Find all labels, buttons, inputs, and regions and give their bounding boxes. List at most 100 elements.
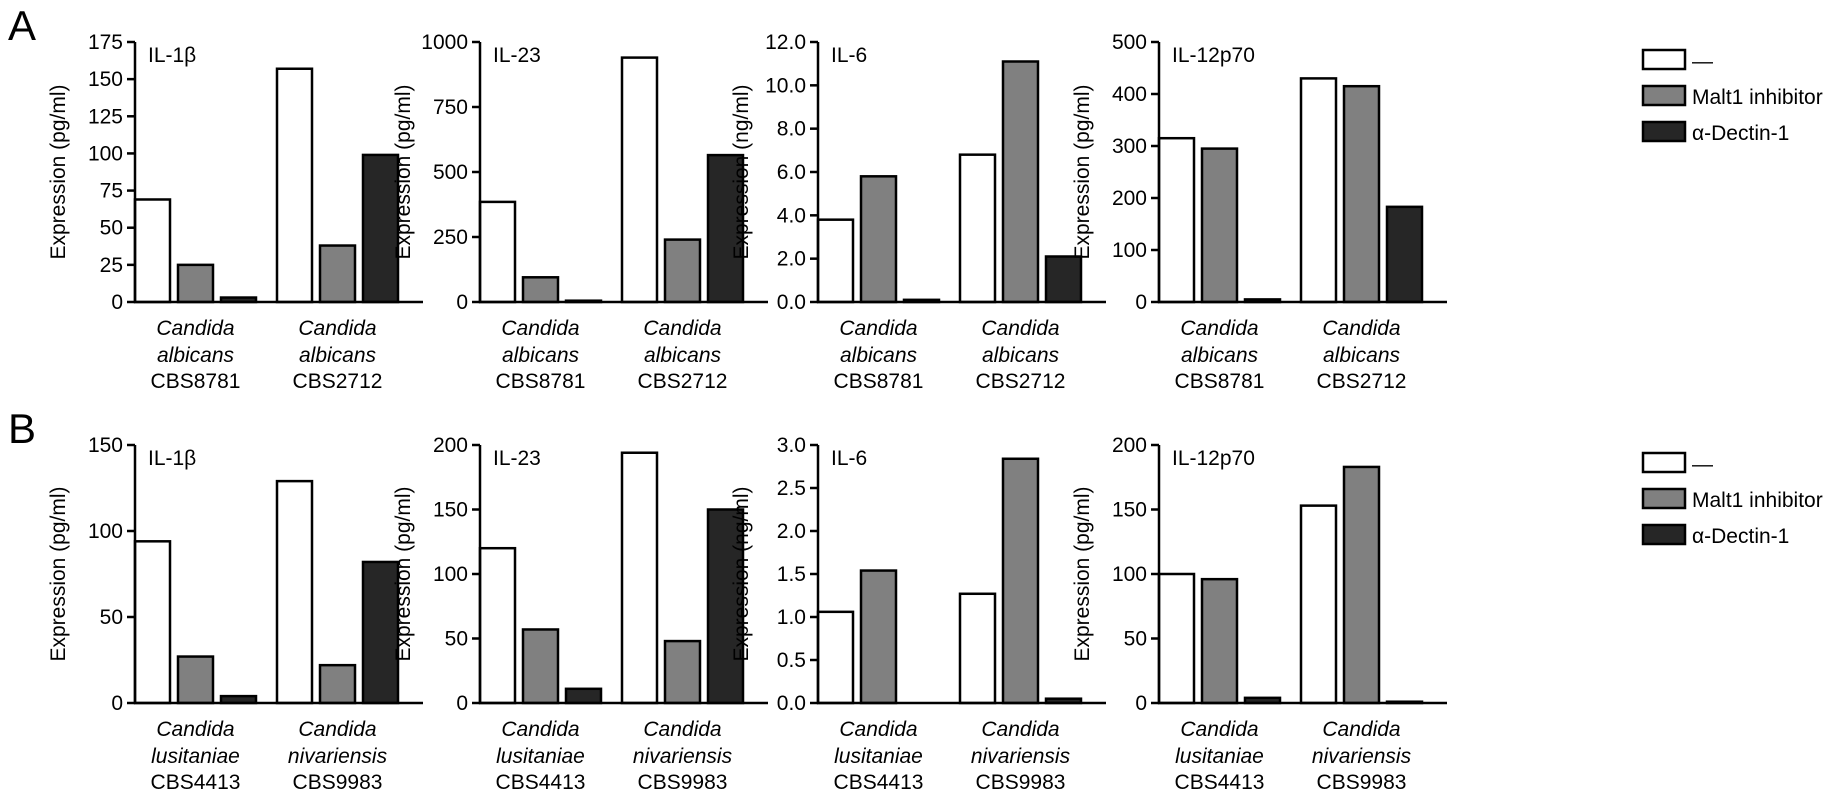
y-axis-label: Expression (pg/ml) bbox=[47, 84, 70, 259]
bar-—-1 bbox=[620, 56, 659, 304]
bar-—-1 bbox=[958, 153, 997, 304]
group-label-strain: CBS9983 bbox=[638, 771, 728, 794]
group-label-species: lusitaniae bbox=[1175, 745, 1264, 768]
group-label-species: nivariensis bbox=[971, 745, 1071, 768]
group-label-genus: Candida bbox=[156, 718, 234, 741]
chart-A-IL-12p70: 0 100 200 300 400 500 Expression (pg/ml) IL-12p… bbox=[1071, 31, 1447, 393]
group-label-species: albicans bbox=[982, 344, 1060, 367]
group-label-strain: CBS2712 bbox=[293, 370, 383, 393]
legend-swatch bbox=[1641, 523, 1687, 546]
bar-malt1-inhibitor-1 bbox=[663, 238, 702, 304]
y-tick-label: 50 bbox=[100, 217, 123, 240]
chart-A-IL-1β: 0 25 50 75 100 125 150 175 Expression (pg/ml) IL-… bbox=[47, 31, 423, 393]
group-label-genus: Candida bbox=[981, 718, 1059, 741]
group-label-strain: CBS4413 bbox=[496, 771, 586, 794]
y-tick-label: 150 bbox=[433, 499, 468, 522]
group-label-genus: Candida bbox=[298, 317, 376, 340]
y-axis-label: Expression (pg/ml) bbox=[1071, 84, 1094, 259]
y-tick-label: 50 bbox=[1124, 628, 1147, 651]
y-tick-label: 750 bbox=[433, 96, 468, 119]
y-tick-label: 200 bbox=[1112, 434, 1147, 457]
bar-—-0 bbox=[1157, 136, 1196, 304]
group-label-genus: Candida bbox=[1180, 718, 1258, 741]
group-label-genus: Candida bbox=[501, 317, 579, 340]
legend-label: Malt1 inhibitor bbox=[1692, 489, 1823, 512]
bar-malt1-inhibitor-1 bbox=[318, 244, 357, 304]
y-tick-label: 2.5 bbox=[777, 477, 806, 500]
group-label-strain: CBS8781 bbox=[1175, 370, 1265, 393]
y-tick-label: 0 bbox=[456, 692, 468, 715]
group-label-genus: Candida bbox=[156, 317, 234, 340]
bar-α-dectin-1-1 bbox=[361, 153, 400, 304]
y-tick-label: 100 bbox=[88, 520, 123, 543]
group-label-species: albicans bbox=[502, 344, 580, 367]
y-tick-label: 75 bbox=[100, 180, 123, 203]
group-label-species: nivariensis bbox=[288, 745, 388, 768]
bar-—-1 bbox=[958, 592, 997, 705]
y-tick-label: 500 bbox=[433, 161, 468, 184]
y-tick-label: 150 bbox=[88, 434, 123, 457]
legend-swatch bbox=[1641, 48, 1687, 71]
bar-—-0 bbox=[816, 610, 855, 705]
y-axis-label: Expression (ng/ml) bbox=[730, 84, 753, 259]
y-tick-label: 175 bbox=[88, 31, 123, 54]
group-label-genus: Candida bbox=[981, 317, 1059, 340]
group-label-strain: CBS2712 bbox=[1317, 370, 1407, 393]
bar-malt1-inhibitor-0 bbox=[1200, 147, 1239, 304]
group-label-genus: Candida bbox=[839, 718, 917, 741]
y-axis-label: Expression (pg/ml) bbox=[392, 84, 415, 259]
group-label-species: albicans bbox=[157, 344, 235, 367]
y-axis-label: Expression (pg/ml) bbox=[47, 486, 70, 661]
bar-α-dectin-1-1 bbox=[361, 560, 400, 705]
panel-label-a: A bbox=[8, 2, 36, 49]
y-tick-label: 50 bbox=[445, 628, 468, 651]
group-label-species: nivariensis bbox=[633, 745, 733, 768]
legend-swatch bbox=[1641, 120, 1687, 143]
group-label-strain: CBS2712 bbox=[976, 370, 1066, 393]
bar-α-dectin-1-1 bbox=[1385, 205, 1424, 304]
y-axis-label: Expression (ng/ml) bbox=[730, 486, 753, 661]
group-label-strain: CBS2712 bbox=[638, 370, 728, 393]
y-tick-label: 200 bbox=[1112, 187, 1147, 210]
group-label-strain: CBS8781 bbox=[834, 370, 924, 393]
y-tick-label: 6.0 bbox=[777, 161, 806, 184]
y-tick-label: 0 bbox=[111, 291, 123, 314]
charts: 0 25 50 75 100 125 150 175 Expression (pg/ml) IL-… bbox=[47, 31, 1447, 794]
y-tick-label: 4.0 bbox=[777, 204, 806, 227]
group-label-strain: CBS4413 bbox=[1175, 771, 1265, 794]
chart-title: IL-12p70 bbox=[1172, 44, 1255, 67]
legend-label: α-Dectin-1 bbox=[1692, 525, 1789, 548]
group-label-species: albicans bbox=[1181, 344, 1259, 367]
group-label-genus: Candida bbox=[643, 317, 721, 340]
chart-title: IL-1β bbox=[148, 44, 196, 67]
bar-α-dectin-1-1 bbox=[1044, 255, 1083, 304]
chart-B-IL-23: 0 50 100 150 200 Expression (pg/ml) IL-23 Candi… bbox=[392, 434, 768, 794]
bar-malt1-inhibitor-0 bbox=[521, 628, 560, 705]
group-label-species: albicans bbox=[644, 344, 722, 367]
bar-α-dectin-1-0 bbox=[564, 687, 603, 705]
chart-title: IL-1β bbox=[148, 447, 196, 470]
y-tick-label: 25 bbox=[100, 254, 123, 277]
bar-malt1-inhibitor-0 bbox=[176, 655, 215, 705]
group-label-genus: Candida bbox=[501, 718, 579, 741]
y-tick-label: 1.5 bbox=[777, 563, 806, 586]
bar-malt1-inhibitor-0 bbox=[859, 569, 898, 705]
group-label-strain: CBS9983 bbox=[976, 771, 1066, 794]
panel-label-b: B bbox=[8, 405, 36, 452]
bar-—-1 bbox=[275, 67, 314, 304]
y-tick-label: 100 bbox=[1112, 563, 1147, 586]
bar-—-0 bbox=[133, 540, 172, 705]
chart-title: IL-23 bbox=[493, 447, 541, 470]
chart-A-IL-23: 0 250 500 750 1000 Expression (pg/ml) IL-23 Can… bbox=[392, 31, 768, 393]
group-label-genus: Candida bbox=[298, 718, 376, 741]
bar-—-0 bbox=[133, 198, 172, 304]
y-tick-label: 100 bbox=[433, 563, 468, 586]
group-label-strain: CBS9983 bbox=[293, 771, 383, 794]
group-label-genus: Candida bbox=[1180, 317, 1258, 340]
group-label-strain: CBS4413 bbox=[151, 771, 241, 794]
y-tick-label: 150 bbox=[1112, 499, 1147, 522]
bar-—-1 bbox=[275, 479, 314, 705]
group-label-strain: CBS8781 bbox=[151, 370, 241, 393]
group-label-strain: CBS9983 bbox=[1317, 771, 1407, 794]
